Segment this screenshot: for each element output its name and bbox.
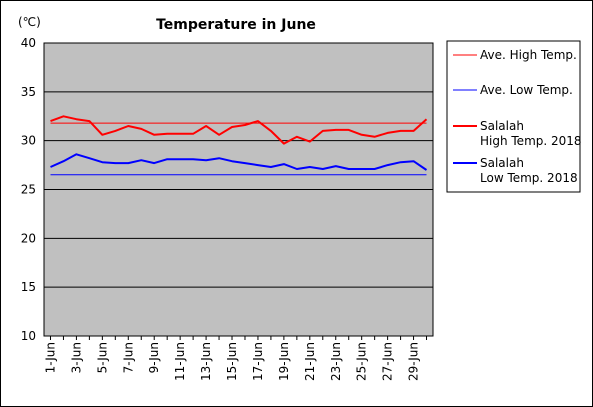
series-lines [50, 115, 428, 176]
y-axis-ticks: 10 15 20 25 30 35 40 [21, 36, 36, 343]
x-tick-label: 9-Jun [147, 342, 161, 373]
y-tick-label: 15 [21, 280, 36, 294]
legend-label-1: Ave. Low Temp. [480, 83, 573, 97]
y-tick-label: 20 [21, 231, 36, 245]
y-tick-label: 30 [21, 134, 36, 148]
x-axis-ticks: 1-Jun 3-Jun 5-Jun 7-Jun 9-Jun 11-Jun 13-Jun 15-… [43, 336, 428, 381]
x-tick-label: 27-Jun [381, 342, 395, 381]
legend: Ave. High Temp.Ave. Low Temp.SalalahHigh… [453, 48, 582, 185]
x-tick-label: 5-Jun [95, 342, 109, 373]
y-tick-label: 10 [21, 329, 36, 343]
x-tick-label: 15-Jun [225, 342, 239, 381]
x-tick-label: 17-Jun [251, 342, 265, 381]
unit-label: (℃) [18, 15, 41, 29]
y-tick-label: 35 [21, 85, 36, 99]
legend-label-2: High Temp. 2018 [480, 134, 582, 148]
x-tick-label: 19-Jun [277, 342, 291, 381]
legend-label-2: Salalah [480, 119, 524, 133]
x-tick-label: 25-Jun [355, 342, 369, 381]
y-tick-label: 40 [21, 36, 36, 50]
x-tick-label: 13-Jun [199, 342, 213, 381]
x-tick-label: 7-Jun [121, 342, 135, 373]
series-line-3 [50, 153, 428, 171]
x-tick-label: 3-Jun [69, 342, 83, 373]
legend-box [446, 40, 581, 193]
x-tick-label: 1-Jun [43, 342, 57, 373]
legend-label-0: Ave. High Temp. [480, 48, 577, 62]
legend-label-3: Salalah [480, 156, 524, 170]
y-tick-label: 25 [21, 183, 36, 197]
x-tick-label: 23-Jun [329, 342, 343, 381]
legend-label-3: Low Temp. 2018 [480, 171, 578, 185]
x-tick-label: 29-Jun [407, 342, 421, 381]
x-tick-label: 21-Jun [303, 342, 317, 381]
series-line-2 [50, 115, 428, 145]
chart-title: Temperature in June [156, 17, 316, 33]
gridlines [44, 91, 433, 288]
x-tick-label: 11-Jun [173, 342, 187, 381]
